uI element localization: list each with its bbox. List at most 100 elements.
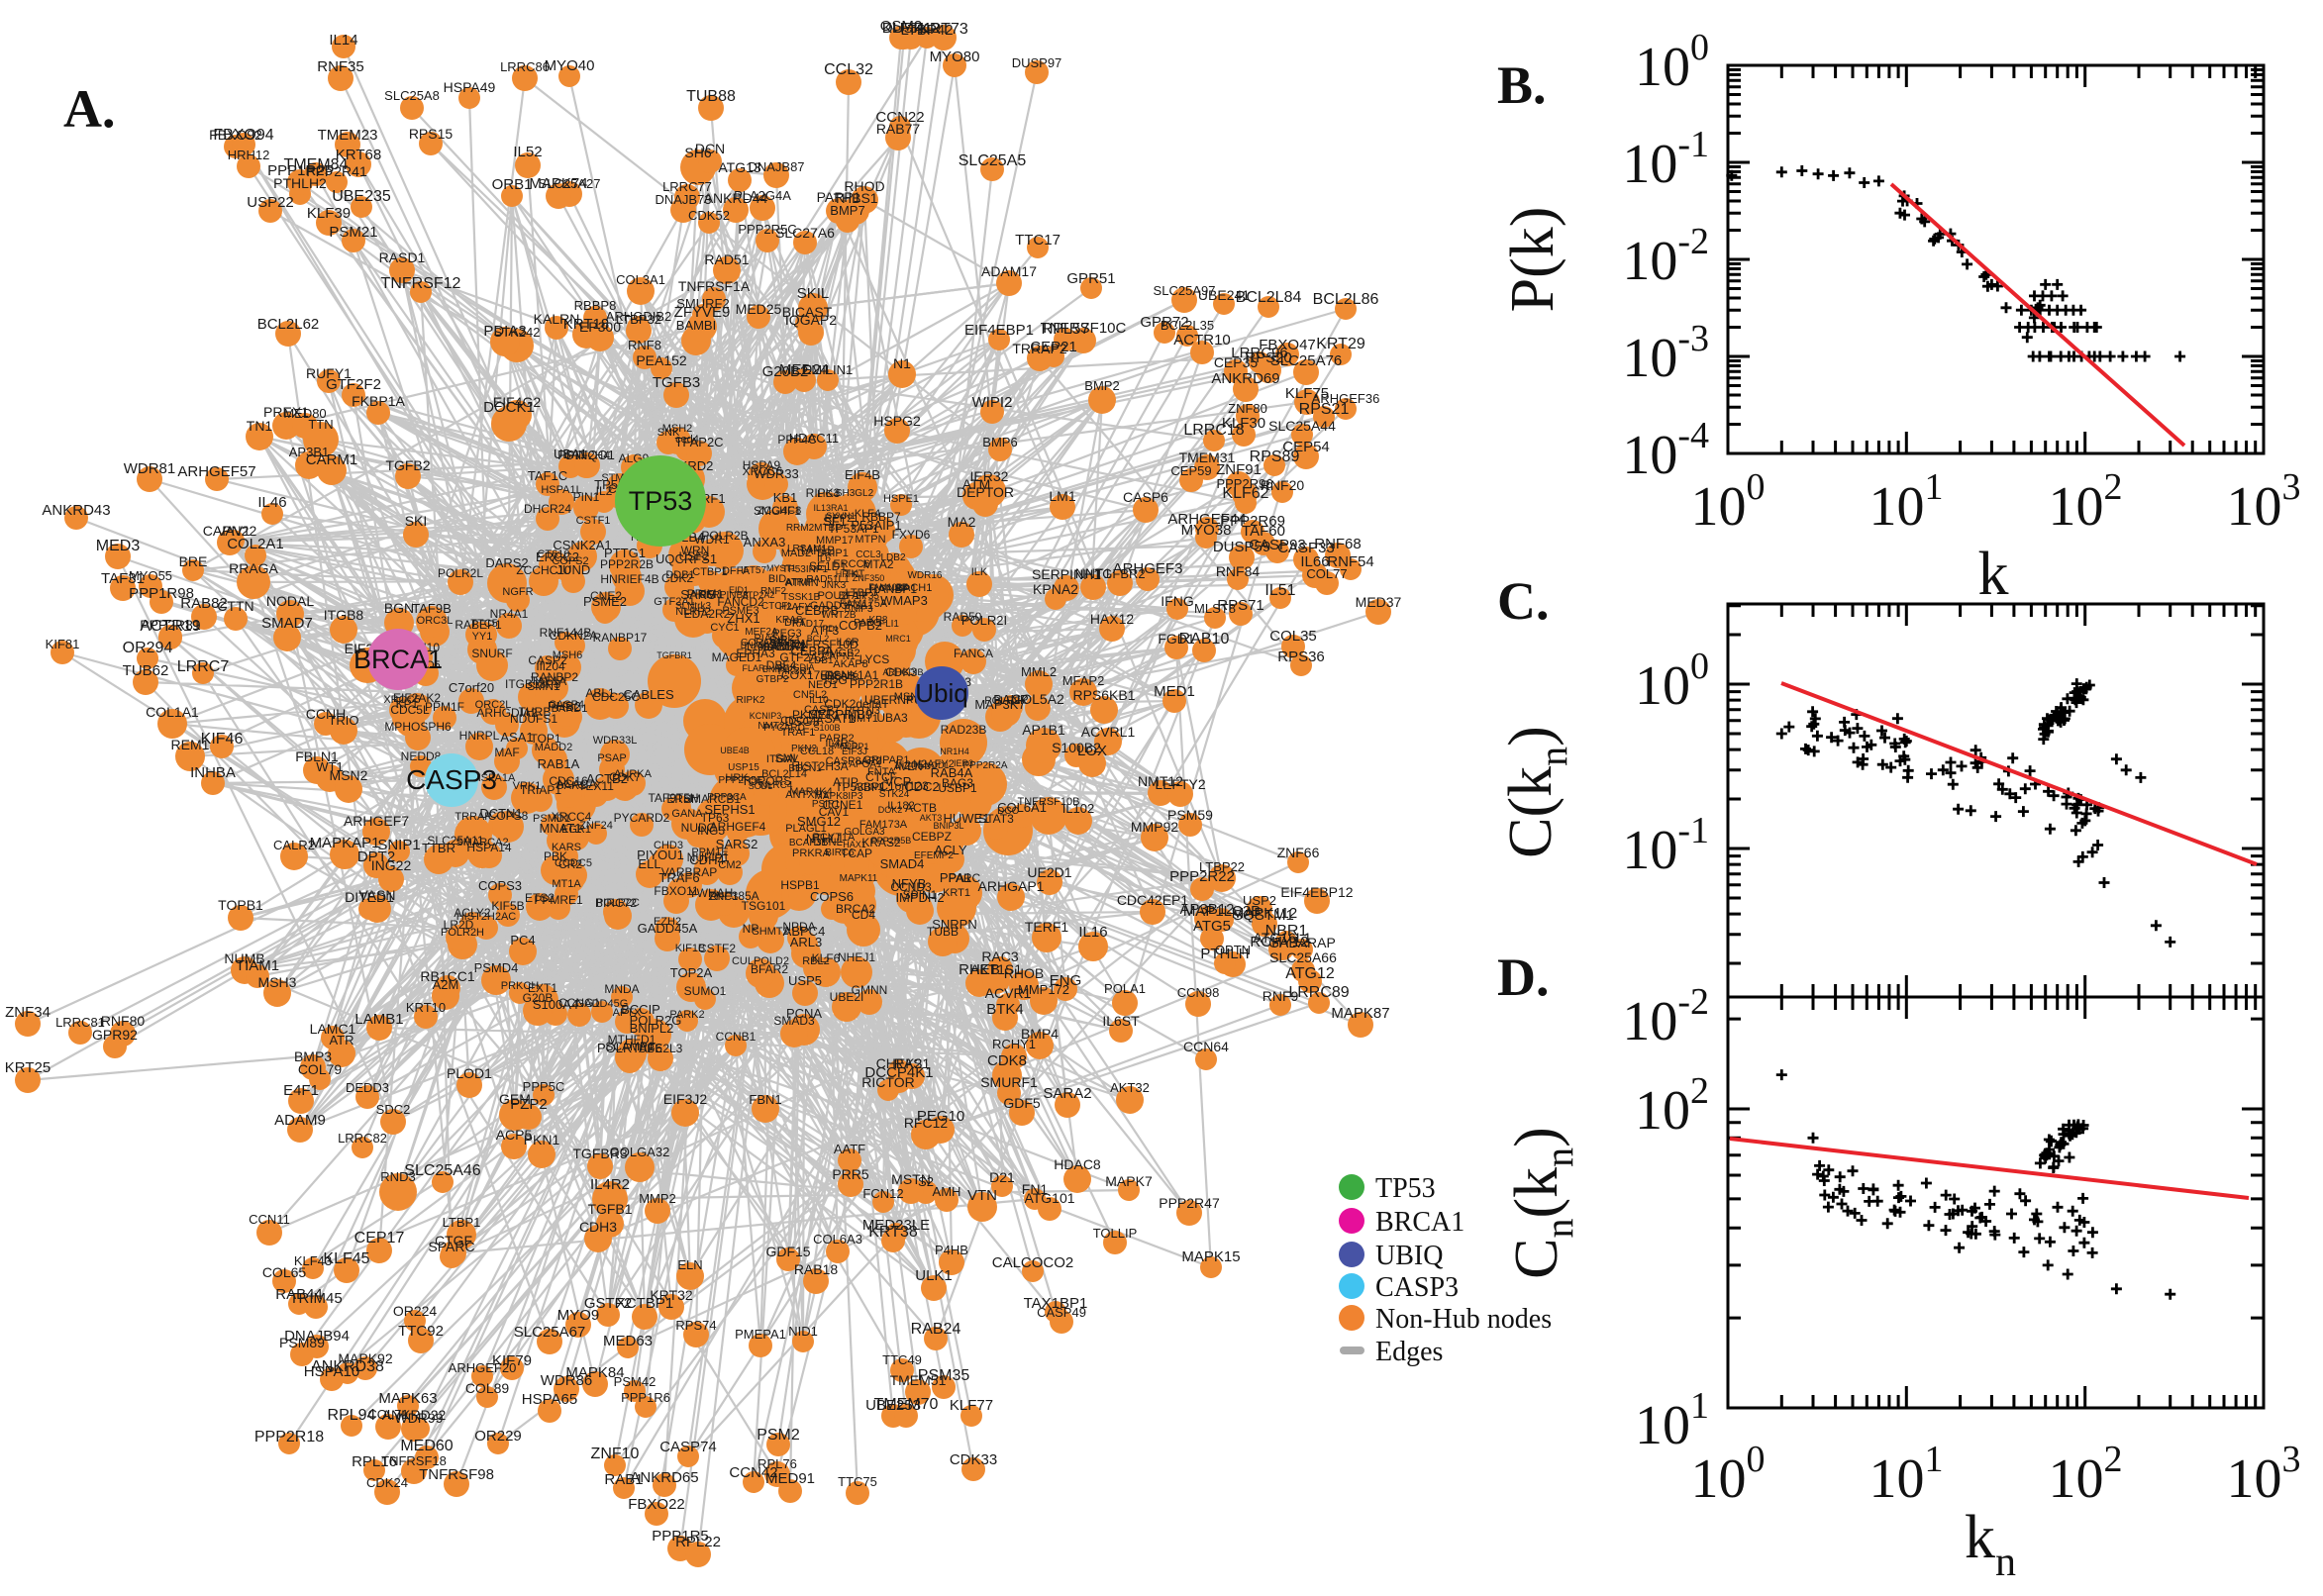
- svg-text:TTC75: TTC75: [838, 1474, 877, 1489]
- svg-text:TIAM1: TIAM1: [236, 957, 279, 974]
- svg-text:CASP8AP2: CASP8AP2: [826, 755, 882, 767]
- svg-text:Ifi205b: Ifi205b: [895, 758, 931, 772]
- svg-text:MSH3: MSH3: [258, 974, 297, 990]
- svg-text:HRH1: HRH1: [836, 569, 860, 579]
- svg-text:BCL2L62: BCL2L62: [257, 316, 320, 333]
- svg-text:TMEM84: TMEM84: [284, 156, 349, 173]
- svg-text:LOX: LOX: [1077, 743, 1107, 759]
- svg-text:TKT: TKT: [845, 568, 865, 580]
- svg-text:USP22: USP22: [247, 194, 294, 211]
- svg-text:NPDA: NPDA: [782, 920, 815, 934]
- svg-text:COL77: COL77: [1306, 566, 1347, 581]
- svg-text:PLAGL1: PLAGL1: [785, 823, 827, 835]
- svg-text:IL52: IL52: [513, 144, 542, 160]
- svg-text:CD4: CD4: [852, 908, 875, 922]
- svg-text:NUDC: NUDC: [681, 821, 716, 835]
- svg-text:10-4: 10-4: [1622, 415, 1709, 486]
- svg-text:TUB88: TUB88: [686, 88, 736, 105]
- svg-text:POU2F1: POU2F1: [818, 590, 860, 602]
- svg-text:RPL16: RPL16: [352, 1453, 397, 1470]
- svg-text:PRKCH: PRKCH: [501, 980, 540, 992]
- svg-text:NP: NP: [743, 922, 759, 936]
- svg-text:MT1A: MT1A: [552, 878, 581, 890]
- svg-text:NBR1: NBR1: [1265, 923, 1308, 940]
- svg-text:ACP5: ACP5: [496, 1127, 533, 1143]
- svg-text:RBBP8: RBBP8: [574, 298, 617, 313]
- svg-text:UBA3: UBA3: [876, 711, 908, 725]
- svg-text:USP5: USP5: [788, 973, 822, 988]
- svg-text:EGR1: EGR1: [561, 824, 591, 836]
- svg-text:GMNN: GMNN: [852, 983, 888, 997]
- svg-text:SLNtrk3: SLNtrk3: [675, 601, 712, 612]
- svg-text:XCTBP1: XCTBP1: [616, 1295, 673, 1312]
- svg-text:TNFRSF98: TNFRSF98: [419, 1466, 494, 1483]
- svg-text:PKMYT1: PKMYT1: [792, 708, 840, 722]
- svg-text:DEPTOR: DEPTOR: [957, 484, 1014, 500]
- svg-text:ACTB2: ACTB2: [586, 771, 628, 786]
- svg-text:COL5A2: COL5A2: [1011, 691, 1064, 707]
- svg-text:COL35: COL35: [1269, 628, 1317, 645]
- svg-text:MMP17: MMP17: [816, 535, 854, 547]
- svg-text:BMP7: BMP7: [830, 203, 864, 218]
- svg-text:OR224: OR224: [393, 1303, 438, 1319]
- svg-text:DOCK1: DOCK1: [483, 399, 535, 416]
- svg-text:BACH1: BACH1: [896, 582, 933, 594]
- svg-text:RFC1: RFC1: [710, 891, 739, 903]
- svg-text:ARHGAP1: ARHGAP1: [978, 878, 1045, 894]
- svg-text:DARS: DARS: [556, 780, 587, 792]
- svg-text:NODAL: NODAL: [266, 593, 314, 609]
- svg-text:BRE: BRE: [179, 553, 208, 569]
- svg-text:FANCD2: FANCD2: [717, 595, 764, 609]
- svg-text:GRIPAP1: GRIPAP1: [863, 754, 910, 766]
- svg-text:PYCARD: PYCARD: [763, 723, 805, 734]
- svg-text:HNRIEF4B: HNRIEF4B: [600, 572, 658, 586]
- svg-text:EIF3J2: EIF3J2: [663, 1091, 708, 1107]
- svg-text:ANKRD22: ANKRD22: [382, 1407, 447, 1423]
- svg-text:HMGB2: HMGB2: [821, 648, 859, 659]
- svg-text:GTF2A1: GTF2A1: [654, 596, 695, 608]
- svg-text:RND3: RND3: [380, 1169, 415, 1184]
- svg-text:NLRP1: NLRP1: [840, 742, 868, 751]
- svg-text:SMN1: SMN1: [527, 679, 560, 693]
- svg-text:XRCC6: XRCC6: [743, 464, 783, 478]
- svg-text:RNF9: RNF9: [1262, 988, 1299, 1004]
- svg-text:SPIN1: SPIN1: [903, 888, 938, 902]
- svg-text:TDG: TDG: [822, 673, 847, 687]
- svg-text:CASP93: CASP93: [1249, 537, 1306, 553]
- svg-text:DDB1: DDB1: [665, 569, 694, 581]
- svg-text:NOD1: NOD1: [924, 760, 949, 770]
- svg-text:ING22: ING22: [371, 857, 412, 873]
- svg-text:TTC49: TTC49: [882, 1352, 922, 1367]
- svg-text:PZP2: PZP2: [510, 1096, 548, 1113]
- svg-text:PPP2R96: PPP2R96: [1216, 476, 1272, 491]
- svg-text:UQCRFS1: UQCRFS1: [656, 551, 717, 566]
- svg-text:CASP74: CASP74: [659, 1439, 717, 1455]
- svg-text:PEG3: PEG3: [772, 628, 801, 640]
- svg-text:PARC: PARC: [949, 871, 981, 885]
- svg-text:A.: A.: [63, 79, 116, 139]
- svg-text:RNF84: RNF84: [1216, 563, 1261, 579]
- svg-text:CT610: CT610: [537, 549, 569, 560]
- svg-text:PMEPA1: PMEPA1: [735, 1327, 786, 1342]
- svg-text:PPP2R81: PPP2R81: [140, 617, 201, 633]
- svg-text:PPP1R98: PPP1R98: [129, 585, 194, 602]
- svg-text:MFAP2: MFAP2: [1062, 673, 1105, 688]
- svg-text:CEBPA: CEBPA: [790, 644, 833, 658]
- svg-text:WDR99: WDR99: [394, 1410, 443, 1426]
- svg-text:HSPA1A: HSPA1A: [473, 772, 516, 784]
- svg-text:CCNH: CCNH: [306, 706, 346, 722]
- svg-text:CDKN2A: CDKN2A: [550, 629, 598, 643]
- svg-text:LRRC89: LRRC89: [1288, 984, 1349, 1001]
- svg-text:AP3B1: AP3B1: [289, 445, 329, 459]
- svg-text:LAMC1: LAMC1: [310, 1021, 356, 1037]
- svg-text:CHD3: CHD3: [654, 840, 683, 851]
- svg-text:PPP4C: PPP4C: [777, 433, 817, 447]
- svg-text:GPR72: GPR72: [1140, 314, 1188, 331]
- svg-text:CDK3: CDK3: [885, 665, 917, 679]
- svg-text:CCL18: CCL18: [800, 746, 834, 757]
- svg-text:PSM89: PSM89: [279, 1335, 325, 1350]
- svg-text:MA2: MA2: [948, 514, 976, 530]
- svg-text:MED60: MED60: [400, 1438, 453, 1454]
- svg-text:MAPK11: MAPK11: [840, 873, 878, 884]
- svg-text:FBN1: FBN1: [749, 1092, 781, 1107]
